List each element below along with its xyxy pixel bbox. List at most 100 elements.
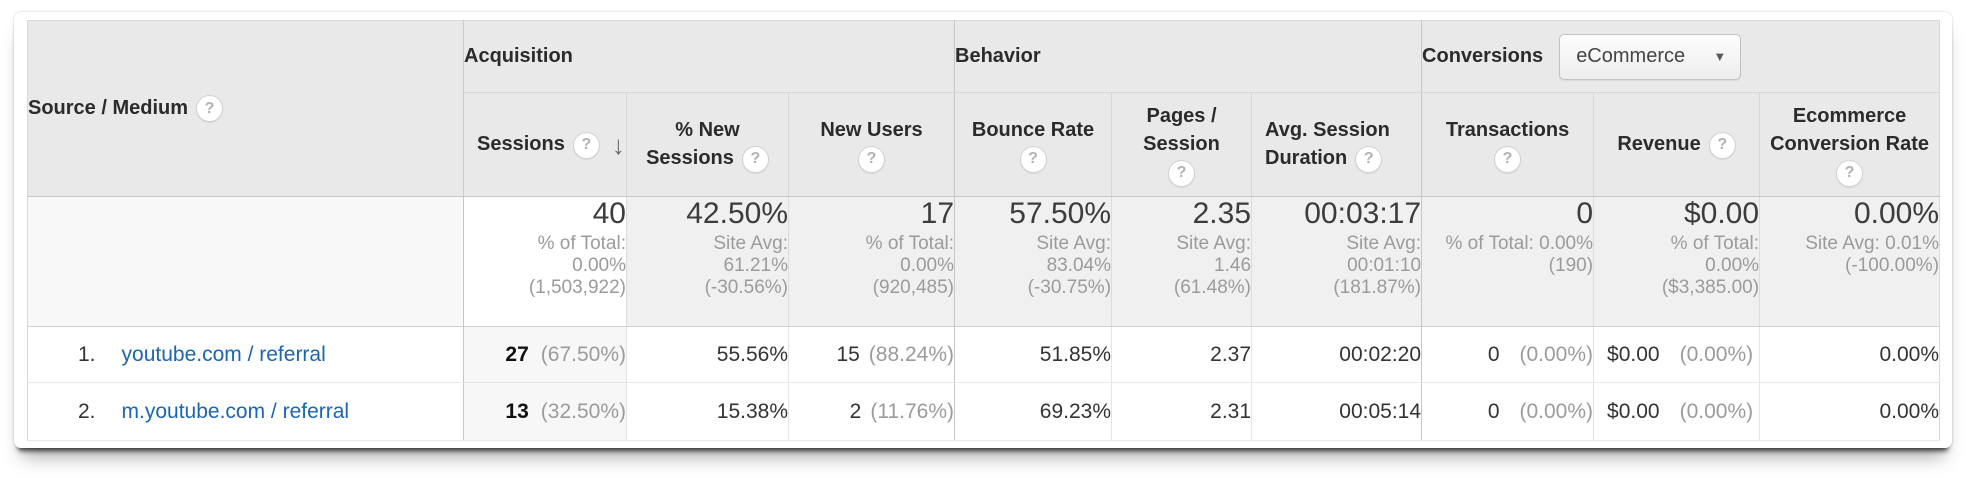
ecommerce-rate-header-line2: Conversion Rate bbox=[1770, 133, 1929, 156]
summary-pct-new-sessions-subtext: Site Avg: 61.21% (-30.56%) bbox=[704, 233, 788, 298]
bounce-rate-cell: 51.85% bbox=[954, 326, 1112, 383]
summary-transactions-subtext: % of Total: 0.00% (190) bbox=[1445, 233, 1594, 276]
column-header-source-medium[interactable]: Source / Medium? bbox=[27, 20, 464, 197]
sessions-cell: 13 (32.50%) bbox=[463, 382, 627, 441]
pages-session-value: 2.31 bbox=[1210, 399, 1252, 423]
transactions-cell: 0 (0.00%) bbox=[1421, 326, 1594, 383]
summary-new-users-cell: 17 % of Total: 0.00% (920,485) bbox=[787, 196, 955, 327]
bounce-rate-cell: 69.23% bbox=[954, 382, 1112, 441]
revenue-value: $0.00 bbox=[1607, 399, 1660, 423]
source-medium-cell: 2. m.youtube.com / referral bbox=[27, 382, 464, 441]
ecommerce-rate-header-line1: Ecommerce bbox=[1792, 105, 1907, 128]
acquisition-label: Acquisition bbox=[464, 45, 573, 67]
source-medium-link[interactable]: m.youtube.com / referral bbox=[121, 399, 350, 423]
ecommerce-rate-value: 0.00% bbox=[1879, 399, 1940, 423]
source-medium-link[interactable]: youtube.com / referral bbox=[121, 342, 326, 366]
summary-bounce-rate-value: 57.50% bbox=[1009, 197, 1112, 230]
sessions-percent: (67.50%) bbox=[540, 342, 626, 366]
summary-avg-duration-subtext: Site Avg: 00:01:10 (181.87%) bbox=[1333, 233, 1422, 298]
pct-new-sessions-cell: 55.56% bbox=[626, 326, 789, 383]
avg-duration-header-line1: Avg. Session bbox=[1265, 119, 1390, 142]
pct-new-sessions-value: 55.56% bbox=[716, 342, 788, 366]
avg-duration-value: 00:05:14 bbox=[1339, 399, 1422, 423]
summary-bounce-rate-subtext: Site Avg: 83.04% (-30.75%) bbox=[1027, 233, 1112, 298]
new-users-percent: (11.76%) bbox=[870, 399, 955, 423]
column-header-sessions[interactable]: Sessions? ↓ bbox=[463, 92, 627, 197]
help-icon[interactable]: ? bbox=[858, 145, 885, 173]
help-icon[interactable]: ? bbox=[1355, 145, 1383, 173]
revenue-percent: (0.00%) bbox=[1679, 399, 1754, 423]
new-users-value: 2 bbox=[849, 399, 862, 423]
column-header-bounce-rate[interactable]: Bounce Rate ? bbox=[954, 92, 1112, 197]
summary-ecommerce-rate-subtext: Site Avg: 0.01% (-100.00%) bbox=[1805, 233, 1940, 276]
help-icon[interactable]: ? bbox=[1019, 145, 1047, 173]
column-header-ecommerce-conversion-rate[interactable]: Ecommerce Conversion Rate ? bbox=[1759, 92, 1940, 197]
group-header-behavior: Behavior bbox=[954, 20, 1422, 93]
source-medium-table: Source / Medium? Acquisition Behavior Co… bbox=[27, 20, 1941, 441]
summary-revenue-subtext: % of Total: 0.00% ($3,385.00) bbox=[1661, 233, 1760, 298]
column-header-pct-new-sessions[interactable]: % New Sessions? bbox=[626, 92, 789, 197]
help-icon[interactable]: ? bbox=[741, 145, 769, 173]
transactions-value: 0 bbox=[1487, 399, 1500, 423]
bounce-rate-value: 51.85% bbox=[1039, 342, 1112, 366]
transactions-cell: 0 (0.00%) bbox=[1421, 382, 1594, 441]
dropdown-selected-value: eCommerce bbox=[1576, 45, 1686, 67]
revenue-cell: $0.00 (0.00%) bbox=[1593, 382, 1760, 441]
table-row: 1. youtube.com / referral 27 (67.50%) 55.… bbox=[27, 326, 1940, 383]
help-icon[interactable]: ? bbox=[572, 131, 600, 159]
column-header-revenue[interactable]: Revenue? bbox=[1593, 92, 1760, 197]
pages-session-header-line2: Session bbox=[1143, 133, 1220, 156]
bounce-rate-value: 69.23% bbox=[1039, 399, 1112, 423]
help-icon[interactable]: ? bbox=[1494, 145, 1522, 173]
ecommerce-rate-value: 0.00% bbox=[1879, 342, 1940, 366]
conversions-goal-dropdown[interactable]: eCommerce ▼ bbox=[1559, 33, 1742, 80]
summary-sessions-cell: 40 % of Total: 0.00% (1,503,922) bbox=[463, 196, 627, 327]
summary-transactions-value: 0 bbox=[1576, 197, 1594, 230]
transactions-percent: (0.00%) bbox=[1519, 399, 1594, 423]
row-index: 1. bbox=[78, 342, 96, 366]
summary-bounce-rate-cell: 57.50% Site Avg: 83.04% (-30.75%) bbox=[954, 196, 1112, 327]
row-index: 2. bbox=[78, 399, 96, 423]
revenue-value: $0.00 bbox=[1607, 342, 1660, 366]
transactions-percent: (0.00%) bbox=[1519, 342, 1594, 366]
summary-source-medium-cell bbox=[27, 196, 464, 327]
help-icon[interactable]: ? bbox=[1708, 131, 1736, 159]
sessions-percent: (32.50%) bbox=[540, 399, 626, 423]
new-users-cell: 15 (88.24%) bbox=[787, 326, 955, 383]
conversions-label: Conversions bbox=[1422, 45, 1544, 67]
help-icon[interactable]: ? bbox=[1836, 159, 1864, 187]
column-header-avg-session-duration[interactable]: Avg. Session Duration? bbox=[1251, 92, 1422, 197]
summary-pages-session-value: 2.35 bbox=[1192, 197, 1252, 230]
summary-pages-session-cell: 2.35 Site Avg: 1.46 (61.48%) bbox=[1111, 196, 1252, 327]
new-users-percent: (88.24%) bbox=[868, 342, 955, 366]
column-header-transactions[interactable]: Transactions ? bbox=[1421, 92, 1594, 197]
avg-duration-cell: 00:02:20 bbox=[1251, 326, 1422, 383]
help-icon[interactable]: ? bbox=[1168, 159, 1196, 187]
new-users-value: 15 bbox=[836, 342, 860, 366]
summary-row: 40 % of Total: 0.00% (1,503,922) 42.50% … bbox=[27, 196, 1940, 327]
source-medium-label: Source / Medium bbox=[28, 96, 189, 119]
source-medium-cell: 1. youtube.com / referral bbox=[27, 326, 464, 383]
summary-pct-new-sessions-cell: 42.50% Site Avg: 61.21% (-30.56%) bbox=[626, 196, 789, 327]
summary-sessions-value: 40 bbox=[592, 197, 626, 230]
revenue-header-label: Revenue bbox=[1617, 133, 1701, 156]
sort-descending-icon[interactable]: ↓ bbox=[611, 130, 625, 161]
sessions-value: 27 bbox=[505, 342, 529, 366]
pct-new-sessions-header-line2: Sessions bbox=[646, 147, 734, 170]
ecommerce-rate-cell: 0.00% bbox=[1759, 382, 1940, 441]
summary-pages-session-subtext: Site Avg: 1.46 (61.48%) bbox=[1173, 233, 1252, 298]
pages-session-cell: 2.31 bbox=[1111, 382, 1252, 441]
help-icon[interactable]: ? bbox=[196, 95, 224, 122]
summary-new-users-value: 17 bbox=[920, 197, 955, 230]
column-header-row: Sessions? ↓ % New Sessions? New Users ? B… bbox=[28, 92, 1940, 197]
summary-transactions-cell: 0 % of Total: 0.00% (190) bbox=[1421, 196, 1594, 327]
summary-ecommerce-rate-value: 0.00% bbox=[1853, 197, 1940, 230]
avg-duration-value: 00:02:20 bbox=[1339, 342, 1422, 366]
column-header-pages-session[interactable]: Pages / Session ? bbox=[1111, 92, 1252, 197]
summary-sessions-subtext: % of Total: 0.00% (1,503,922) bbox=[528, 233, 626, 298]
summary-avg-duration-value: 00:03:17 bbox=[1304, 197, 1422, 230]
dropdown-caret-icon: ▼ bbox=[1713, 49, 1727, 64]
bounce-rate-header-label: Bounce Rate bbox=[971, 119, 1095, 142]
column-header-new-users[interactable]: New Users ? bbox=[787, 92, 955, 197]
pages-session-cell: 2.37 bbox=[1111, 326, 1252, 383]
